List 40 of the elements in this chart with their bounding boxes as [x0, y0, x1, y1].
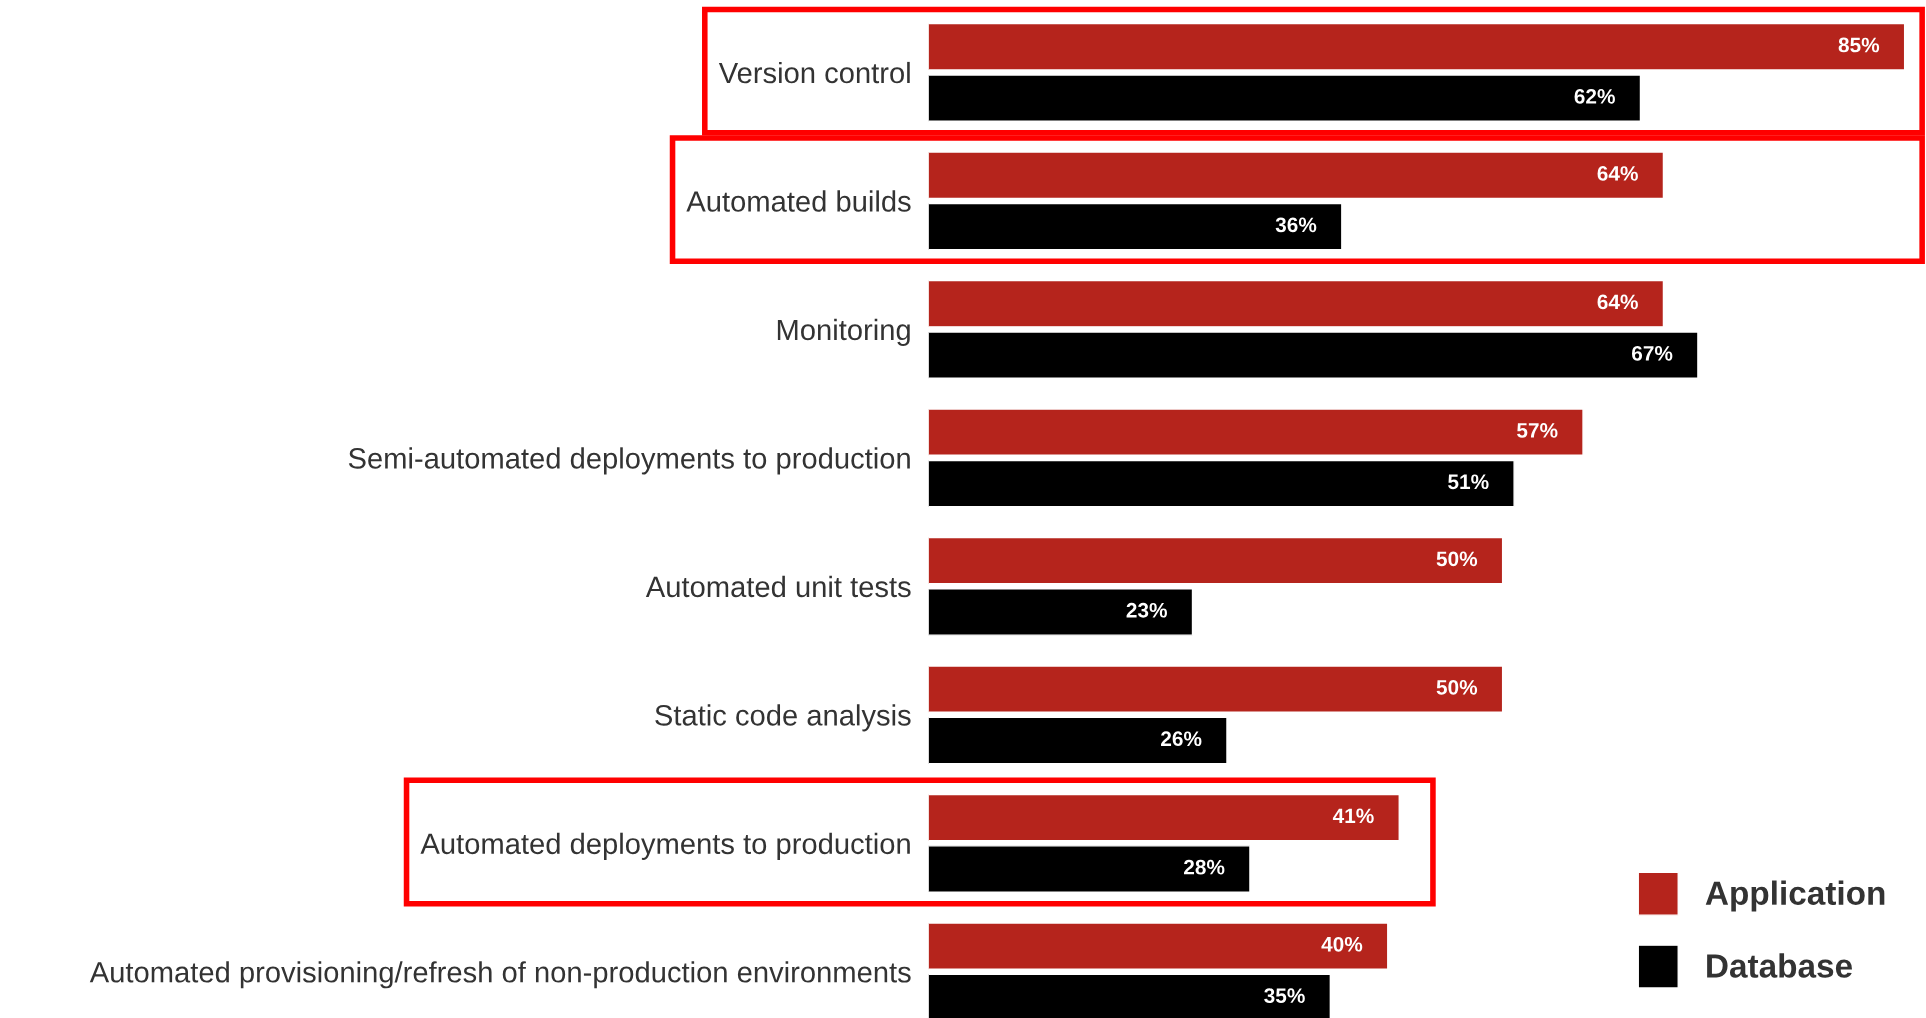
data-label: 41%: [1332, 808, 1374, 824]
y-tick-label: Semi-automated deployments to production: [348, 447, 910, 475]
y-tick-label: Automated provisioning/refresh of non-production environments: [89, 961, 911, 989]
bar: [928, 665, 1504, 713]
y-tick-label: Automated builds: [686, 190, 911, 212]
y-tick-label: Static code analysis: [655, 704, 911, 732]
legend-label: Application: [1705, 880, 1885, 912]
data-label: 64%: [1597, 166, 1638, 181]
data-label: 85%: [1838, 37, 1880, 53]
bar: [928, 202, 1343, 251]
data-label: 57%: [1517, 423, 1558, 438]
bar: [928, 408, 1584, 456]
data-label: 62%: [1574, 88, 1615, 104]
data-label: 26%: [1161, 731, 1202, 747]
y-tick-label: Automated deployments to production: [420, 832, 910, 860]
data-label: 50%: [1436, 551, 1478, 567]
y-tick-label: Monitoring: [777, 318, 910, 347]
bar: [928, 922, 1389, 970]
bar: [928, 793, 1400, 842]
bar: [928, 536, 1504, 585]
bar: [928, 716, 1228, 765]
y-tick-label: Automated unit tests: [645, 575, 911, 598]
bar: [928, 331, 1699, 379]
bar: [928, 279, 1665, 328]
legend-label: Database: [1707, 953, 1852, 978]
y-tick-label: Version control: [718, 61, 910, 84]
bar: [928, 74, 1642, 122]
data-label: 50%: [1436, 679, 1478, 695]
data-label: 28%: [1184, 859, 1225, 875]
data-label: 40%: [1321, 936, 1363, 952]
data-label: 36%: [1275, 217, 1317, 233]
bar: [928, 459, 1515, 508]
data-label: 67%: [1632, 345, 1673, 361]
data-label: 51%: [1448, 474, 1489, 490]
data-label: 35%: [1264, 988, 1305, 1004]
data-label: 23%: [1126, 602, 1167, 618]
data-label: 64%: [1597, 294, 1638, 310]
bar: [928, 151, 1665, 200]
bar: [928, 588, 1194, 636]
bar: [928, 845, 1251, 893]
